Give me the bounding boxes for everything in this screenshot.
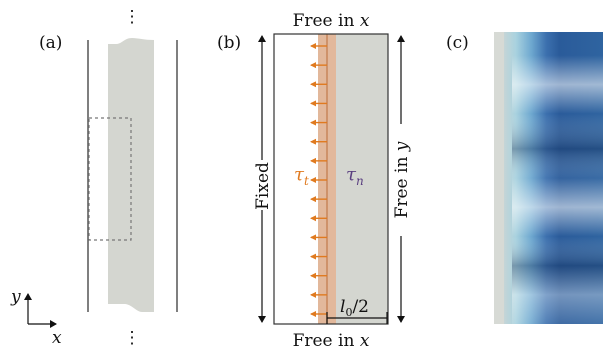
tau-n-label: τn	[346, 164, 364, 188]
y-axis-label: y	[10, 287, 21, 307]
simulation-box-outline	[88, 117, 132, 241]
top-boundary-condition: Free in x	[293, 11, 370, 31]
field-map-modulation	[512, 32, 603, 324]
panel-b-label: (b)	[217, 33, 241, 53]
panel-b: (b) Free in x Free in x τt τn Fixed Free…	[217, 11, 412, 351]
panel-a-label: (a)	[39, 33, 62, 53]
axes-indicator: y x	[10, 287, 62, 348]
left-boundary-condition: Fixed	[253, 162, 273, 210]
field-map-edge	[494, 32, 504, 324]
panel-c: (c)	[446, 32, 603, 324]
half-width-dimension: l0/2	[326, 297, 388, 324]
simulation-box	[273, 33, 389, 325]
half-width-label: l0/2	[340, 297, 369, 319]
shear-arrows	[310, 43, 327, 317]
right-boundary-condition: Free in y	[392, 141, 412, 218]
tau-t-label: τt	[294, 164, 309, 188]
x-axis-label: x	[52, 328, 62, 348]
panel-a: (a) ⋮ ⋮ y x	[10, 7, 178, 348]
bottom-boundary-condition: Free in x	[293, 331, 370, 351]
ellipsis-bottom: ⋮	[124, 328, 141, 348]
ellipsis-top: ⋮	[124, 7, 141, 27]
panel-c-label: (c)	[446, 33, 469, 53]
